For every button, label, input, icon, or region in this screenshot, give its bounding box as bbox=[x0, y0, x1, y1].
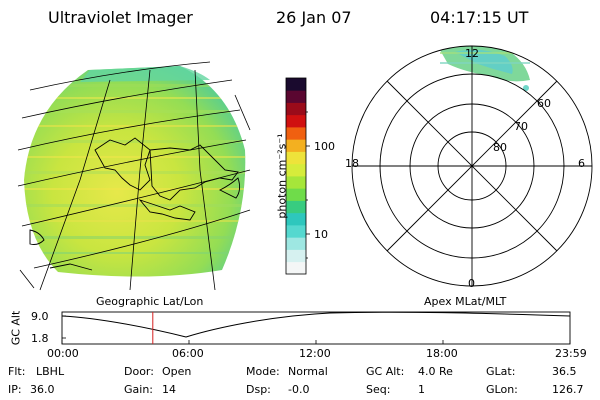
colorbar-cell bbox=[286, 163, 306, 177]
dsp-value: -0.0 bbox=[288, 383, 310, 396]
colorbar-cell bbox=[286, 127, 306, 140]
ip-value: 36.0 bbox=[30, 383, 55, 396]
mlat-ring-60: 60 bbox=[537, 97, 551, 110]
mode-label: Mode: bbox=[246, 365, 280, 378]
gain-label: Gain: bbox=[124, 383, 153, 396]
colorbar-cell bbox=[286, 114, 306, 128]
door-value: Open bbox=[162, 365, 192, 378]
mlat-ring-70: 70 bbox=[514, 120, 528, 133]
colorbar-cell bbox=[286, 261, 306, 275]
gain-value: 14 bbox=[162, 383, 176, 396]
colorbar-tick-10: 10 bbox=[314, 228, 328, 241]
colorbar-cell bbox=[286, 249, 306, 263]
colorbar bbox=[285, 77, 310, 275]
colorbar-cell bbox=[286, 102, 306, 116]
colorbar-cell bbox=[286, 212, 306, 226]
colorbar-cell bbox=[286, 139, 306, 152]
glon-label: GLon: bbox=[486, 383, 518, 396]
glon-value: 126.7 bbox=[552, 383, 584, 396]
altitude-ytick-high: 9.0 bbox=[31, 310, 49, 323]
door-label: Door: bbox=[124, 365, 154, 378]
colorbar-cell bbox=[286, 200, 306, 214]
dsp-label: Dsp: bbox=[246, 383, 271, 396]
glat-value: 36.5 bbox=[552, 365, 577, 378]
altitude-xtick-1200: 12:00 bbox=[299, 347, 331, 360]
colorbar-cell bbox=[286, 78, 306, 91]
seq-label: Seq: bbox=[366, 383, 391, 396]
flt-value: LBHL bbox=[36, 365, 65, 378]
colorbar-cell bbox=[286, 188, 306, 201]
mlt-label-dawn: 6 bbox=[578, 157, 585, 170]
colorbar-cell bbox=[286, 176, 306, 189]
mlt-label-noon: 12 bbox=[465, 47, 479, 60]
altitude-xtick-0000: 00:00 bbox=[47, 347, 79, 360]
mode-value: Normal bbox=[288, 365, 328, 378]
altitude-xtick-2359: 23:59 bbox=[555, 347, 587, 360]
gcalt-label: GC Alt: bbox=[366, 365, 405, 378]
mlt-label-dusk: 18 bbox=[345, 157, 359, 170]
instrument-title: Ultraviolet Imager bbox=[48, 8, 193, 27]
colorbar-unit-label: photon cm⁻²s⁻¹ bbox=[275, 133, 289, 219]
altitude-xtick-0600: 06:00 bbox=[172, 347, 204, 360]
gcalt-value: 4.0 Re bbox=[418, 365, 453, 378]
polar-plot bbox=[351, 45, 593, 287]
altitude-ylabel: GC Alt bbox=[9, 310, 23, 346]
colorbar-cell bbox=[286, 90, 306, 103]
altitude-plot bbox=[61, 311, 571, 345]
ip-label: IP: bbox=[8, 383, 22, 396]
seq-value: 1 bbox=[418, 383, 425, 396]
altitude-ytick-low: 1.8 bbox=[31, 332, 49, 345]
observation-date: 26 Jan 07 bbox=[276, 8, 352, 27]
mlat-ring-80: 80 bbox=[493, 141, 507, 154]
colorbar-cell bbox=[286, 151, 306, 165]
colorbar-cell bbox=[286, 237, 306, 250]
colorbar-tick-100: 100 bbox=[314, 140, 335, 153]
right-panel-label: Apex MLat/MLT bbox=[424, 295, 507, 308]
graticule-lines bbox=[17, 61, 251, 291]
coastline-lines bbox=[29, 137, 241, 271]
flt-label: Flt: bbox=[8, 365, 26, 378]
altitude-xtick-1800: 18:00 bbox=[426, 347, 458, 360]
left-panel-label: Geographic Lat/Lon bbox=[96, 295, 204, 308]
geographic-globe bbox=[17, 61, 251, 291]
glat-label: GLat: bbox=[486, 365, 516, 378]
colorbar-cell bbox=[286, 225, 306, 238]
mlt-label-midnight: 0 bbox=[468, 277, 475, 290]
observation-time: 04:17:15 UT bbox=[430, 8, 529, 27]
